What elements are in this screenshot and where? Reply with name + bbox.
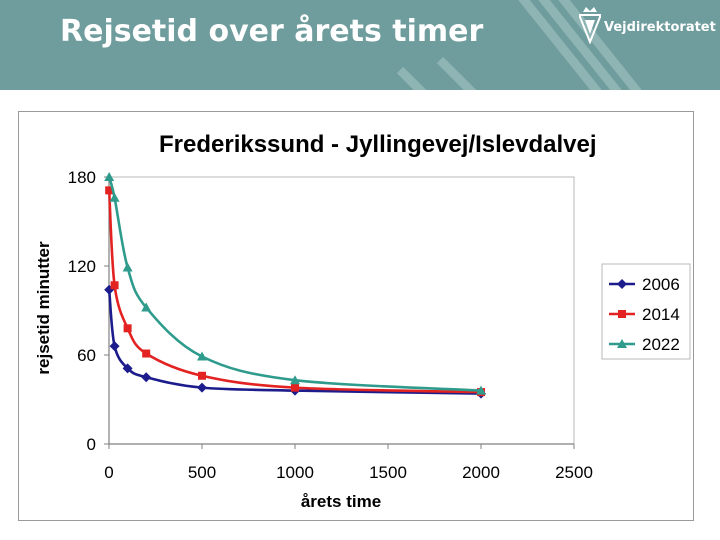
legend-marker <box>618 310 626 318</box>
chart-title: Frederikssund - Jyllingevej/Islevdalvej <box>159 131 597 158</box>
series-line-2022 <box>107 176 482 392</box>
data-point <box>109 341 120 352</box>
slide-title: Rejsetid over årets timer <box>60 14 484 49</box>
legend-item-2014: 2014 <box>609 305 680 324</box>
data-point <box>110 281 119 290</box>
data-point <box>197 351 207 361</box>
chart-container: Frederikssund - Jyllingevej/Islevdalvej … <box>18 111 694 521</box>
y-tick-label: 180 <box>68 168 96 187</box>
chart-axes <box>104 176 575 449</box>
data-point <box>142 349 151 358</box>
x-tick-label: 2000 <box>462 463 500 482</box>
plot-area <box>108 176 575 445</box>
x-axis-label: årets time <box>301 492 381 511</box>
data-point <box>197 382 207 393</box>
legend-item-2006: 2006 <box>609 275 680 294</box>
series-layer <box>104 172 486 399</box>
chart-legend: 2006 2014 2022 <box>601 263 691 360</box>
x-tick-label: 500 <box>188 463 216 482</box>
data-point <box>123 324 132 333</box>
series-2022 <box>104 172 486 395</box>
data-point <box>476 385 486 395</box>
x-tick-label: 0 <box>104 463 113 482</box>
data-point <box>122 363 133 374</box>
legend-marker <box>617 339 627 348</box>
data-point <box>141 372 152 383</box>
x-tick-label: 1000 <box>276 463 314 482</box>
x-tick-label: 2500 <box>555 463 593 482</box>
series-2014 <box>105 186 485 397</box>
data-point <box>141 302 152 312</box>
crown-shield-logo-icon <box>579 7 601 44</box>
data-point <box>290 375 300 385</box>
line-chart: Frederikssund - Jyllingevej/Islevdalvej … <box>34 131 691 511</box>
decorative-stripes <box>396 0 642 90</box>
data-point <box>104 172 115 181</box>
data-point <box>105 186 114 195</box>
legend-label: 2006 <box>642 275 680 294</box>
header-banner: Rejsetid over årets timer Vejdirektorate… <box>0 0 720 90</box>
series-line-2014 <box>107 190 482 394</box>
data-point <box>122 262 133 272</box>
y-tick-label: 0 <box>87 435 96 454</box>
legend-label: 2022 <box>642 335 680 354</box>
logo-text: Vejdirektoratet <box>604 20 716 35</box>
y-tick-label: 120 <box>68 257 96 276</box>
data-point <box>291 383 299 392</box>
series-2006 <box>104 284 486 399</box>
tick-labels: 0 500 1000 1500 2000 2500 0 60 120 180 <box>68 168 593 482</box>
data-point <box>109 192 120 202</box>
legend-label: 2014 <box>642 305 680 324</box>
y-tick-label: 60 <box>77 346 96 365</box>
y-axis-label: rejsetid minutter <box>34 241 53 375</box>
legend-item-2022: 2022 <box>609 335 680 354</box>
data-point <box>198 371 206 380</box>
legend-marker <box>617 279 627 289</box>
x-tick-label: 1500 <box>369 463 407 482</box>
